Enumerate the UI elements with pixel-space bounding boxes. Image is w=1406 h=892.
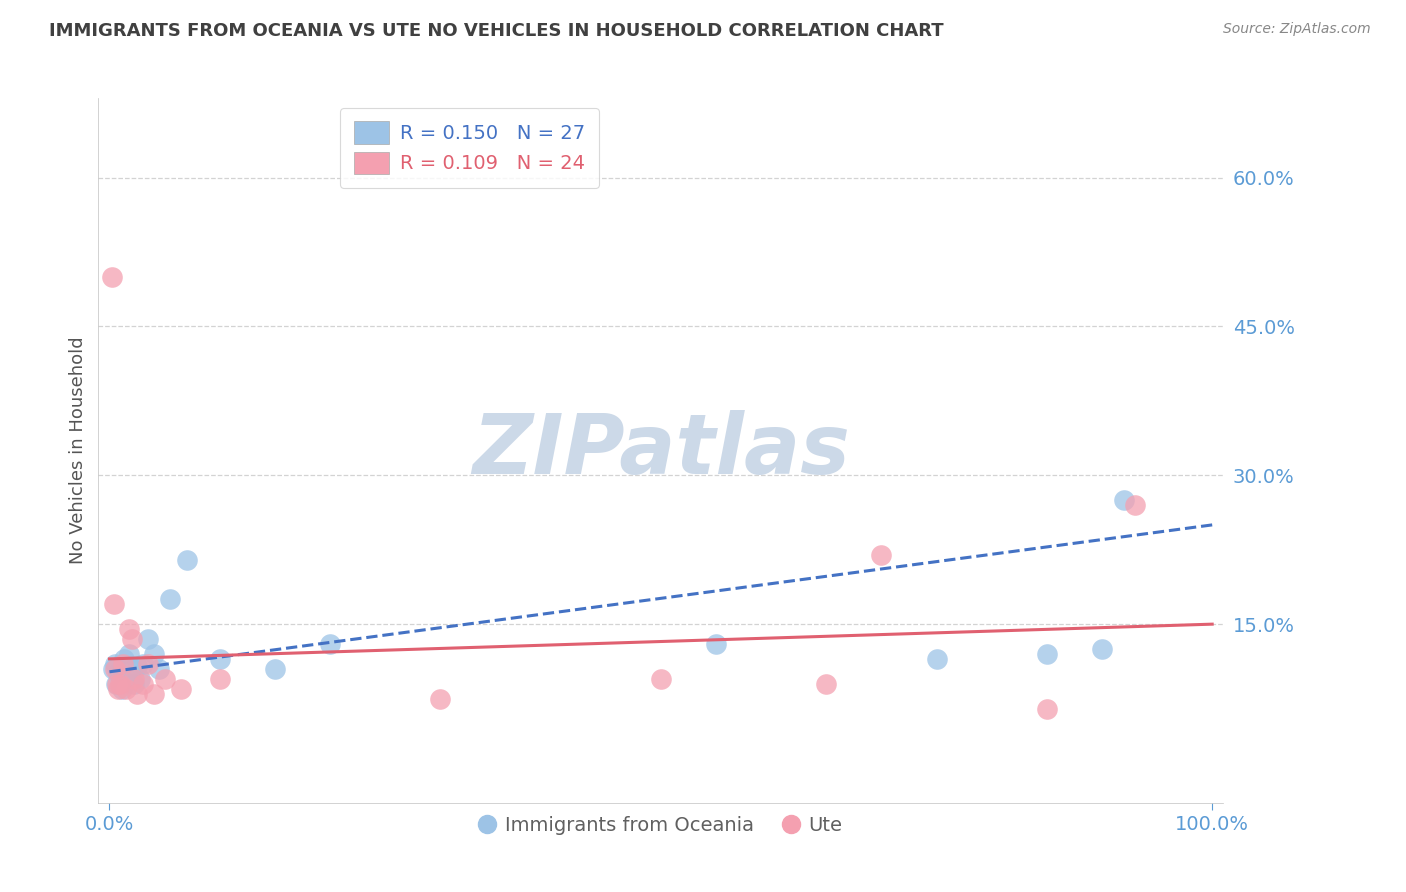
Point [142,647,165,661]
Point [107,681,129,696]
Point [111,657,134,671]
Point [142,687,165,701]
Point [131,657,153,671]
Point [319,637,342,651]
Point [159,592,181,607]
Point [105,676,128,690]
Point [110,669,132,683]
Point [115,681,138,696]
Point [105,676,128,690]
Point [136,657,159,671]
Point [170,681,193,696]
Text: Source: ZipAtlas.com: Source: ZipAtlas.com [1223,22,1371,37]
Point [870,548,893,562]
Point [263,662,285,676]
Point [107,665,129,679]
Point [110,676,132,690]
Point [122,676,145,690]
Point [208,672,231,686]
Point [129,672,152,686]
Point [118,622,141,636]
Point [118,647,141,661]
Point [176,552,198,566]
Point [704,637,727,651]
Point [104,657,127,671]
Y-axis label: No Vehicles in Household: No Vehicles in Household [69,336,87,565]
Point [925,652,948,666]
Point [136,632,159,646]
Point [148,662,170,676]
Legend: Immigrants from Oceania, Ute: Immigrants from Oceania, Ute [471,808,851,842]
Point [208,652,231,666]
Text: ZIPatlas: ZIPatlas [472,410,849,491]
Point [650,672,672,686]
Point [121,632,143,646]
Point [101,662,124,676]
Point [125,658,148,673]
Point [104,662,127,676]
Point [1091,642,1114,657]
Point [1112,493,1135,508]
Point [131,676,153,690]
Point [1036,647,1059,661]
Point [100,269,122,284]
Point [125,687,148,701]
Point [112,652,135,666]
Point [1036,701,1059,715]
Point [122,672,145,686]
Point [1123,498,1146,512]
Point [815,676,838,690]
Text: IMMIGRANTS FROM OCEANIA VS UTE NO VEHICLES IN HOUSEHOLD CORRELATION CHART: IMMIGRANTS FROM OCEANIA VS UTE NO VEHICL… [49,22,943,40]
Point [153,672,176,686]
Point [110,681,132,696]
Point [115,674,138,689]
Point [429,691,451,706]
Point [121,662,143,676]
Point [103,597,125,611]
